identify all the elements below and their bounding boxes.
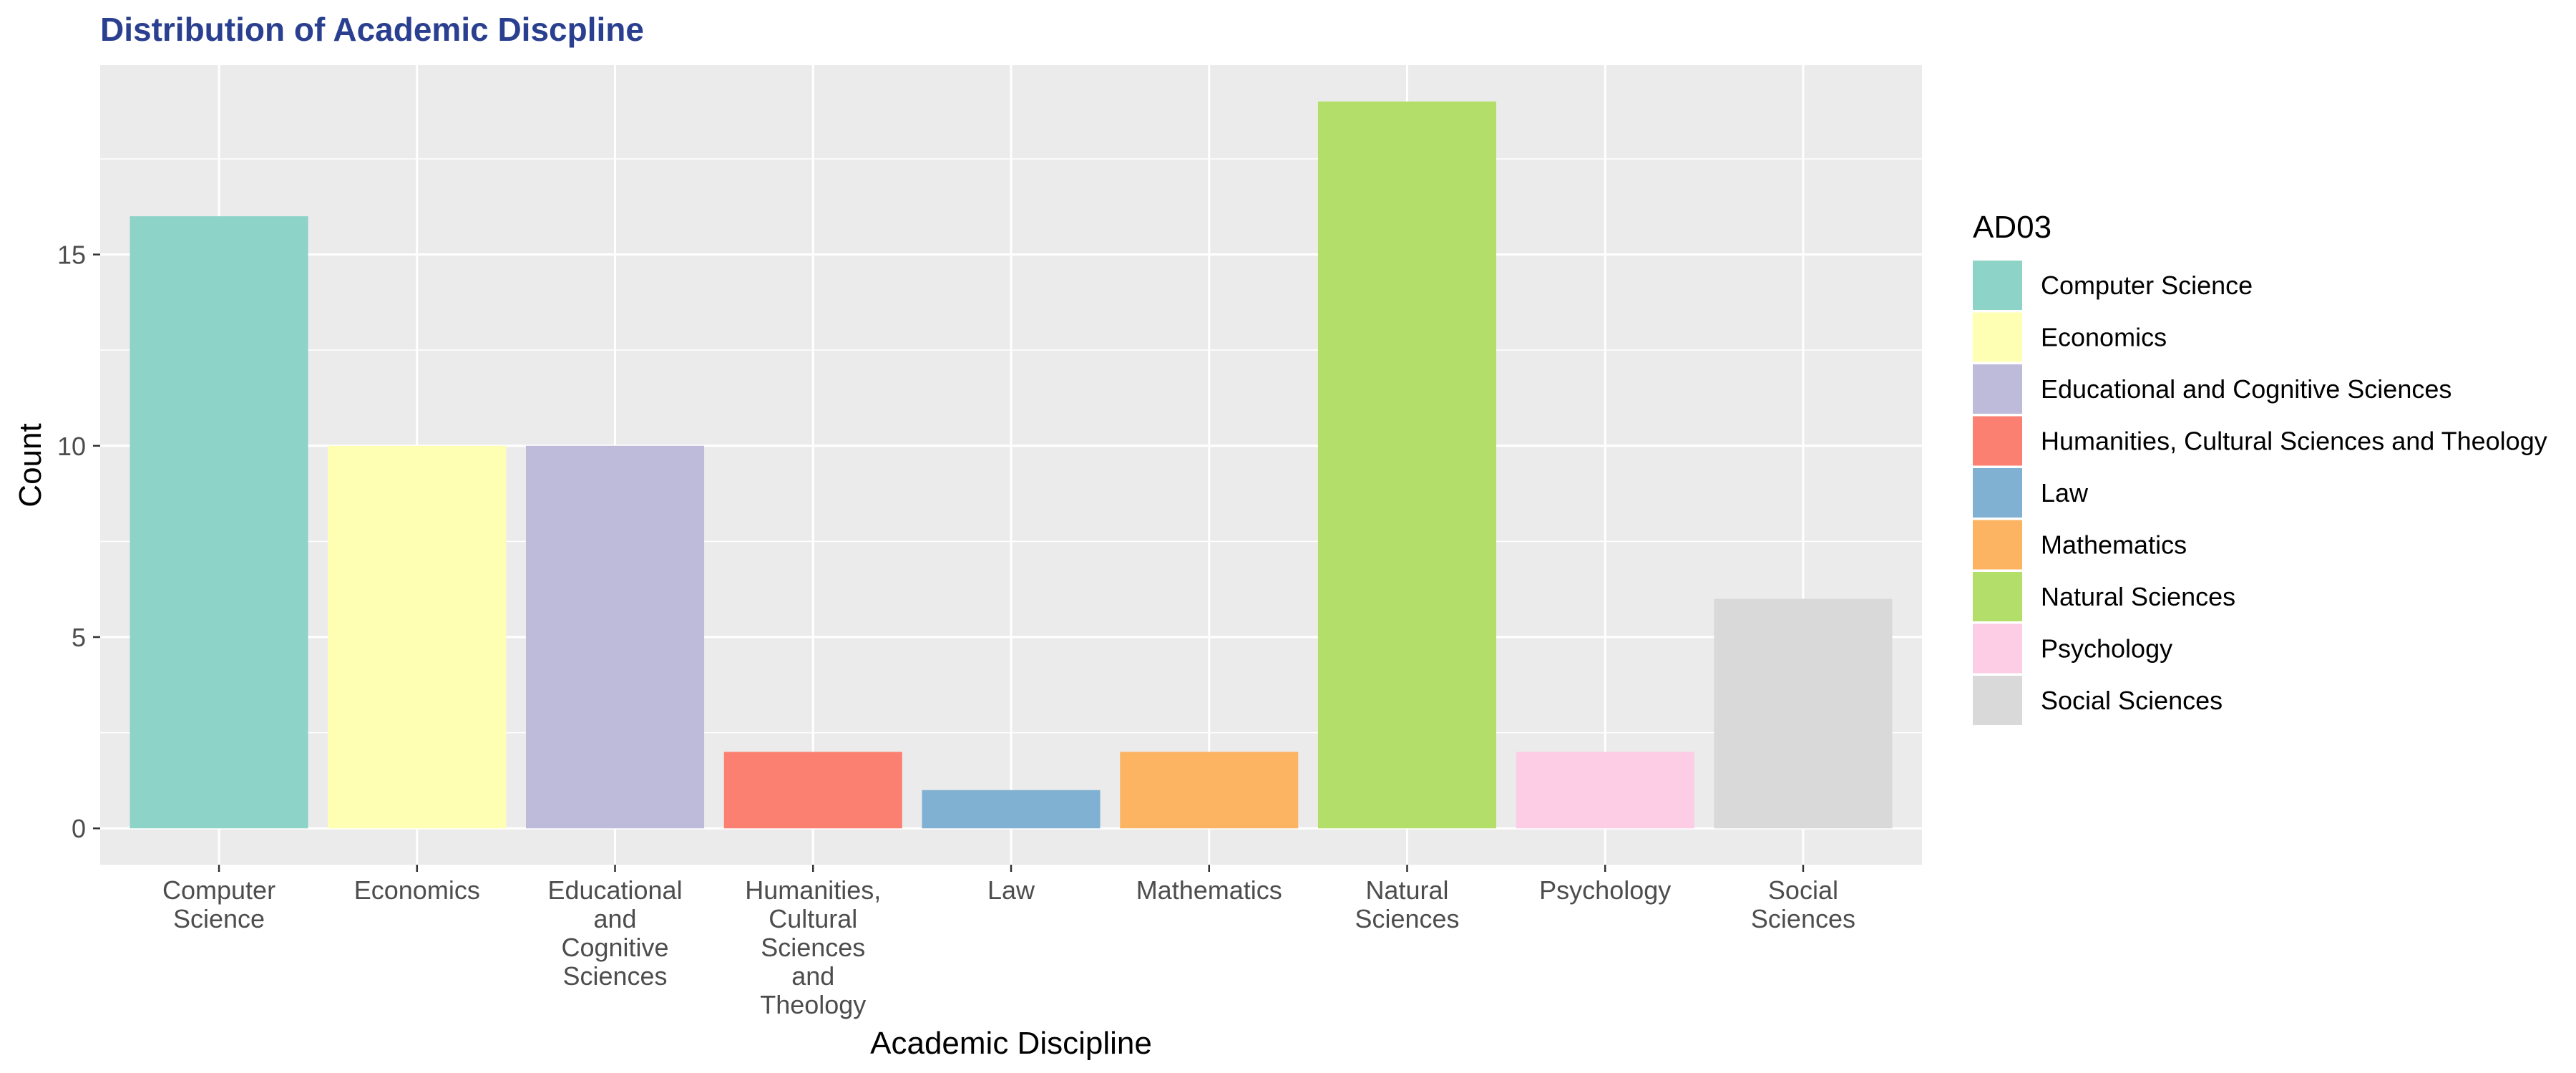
legend-swatch: [1973, 572, 2022, 621]
legend-swatch: [1973, 623, 2022, 674]
x-tick-label: Mathematics: [1136, 875, 1282, 905]
y-axis-title: Count: [13, 423, 48, 507]
legend-swatch: [1973, 312, 2022, 362]
y-tick-label: 0: [72, 814, 86, 843]
x-tick-label: Computer Science: [162, 875, 275, 933]
x-axis: Computer Science Economics Educational and Co…: [162, 865, 1855, 1019]
legend-label: Economics: [2041, 323, 2167, 352]
y-axis: 0 5 10 15: [57, 241, 100, 843]
legend-label: Computer Science: [2041, 271, 2253, 300]
bar: [1317, 101, 1497, 829]
legend-label: Humanities, Cultural Sciences and Theolo…: [2041, 427, 2547, 456]
bars: [130, 101, 1893, 829]
legend-title: AD03: [1973, 210, 2051, 245]
x-tick-label: Economics: [354, 875, 480, 905]
x-axis-title: Academic Discipline: [870, 1026, 1152, 1061]
legend: AD03 Computer Science Economics Educationa…: [1973, 210, 2547, 725]
legend-swatch: [1973, 520, 2022, 570]
y-tick-label: 15: [57, 241, 86, 270]
x-tick-label: Natural Sciences: [1355, 875, 1459, 933]
x-tick-label: Psychology: [1539, 875, 1671, 905]
bar: [922, 790, 1101, 829]
bar: [1516, 752, 1694, 829]
bar: [723, 752, 902, 829]
x-tick-label: Social Sciences: [1751, 875, 1855, 933]
legend-label: Social Sciences: [2041, 686, 2223, 715]
legend-label: Natural Sciences: [2041, 582, 2235, 611]
legend-items: Computer Science Economics Educational and…: [1973, 261, 2547, 725]
bar: [328, 445, 507, 829]
bar: [1714, 598, 1893, 829]
bar: [1120, 752, 1299, 829]
legend-swatch: [1973, 416, 2022, 466]
x-tick-label: Educational and Cognitive Sciences: [547, 875, 682, 991]
x-tick-label: Law: [987, 875, 1035, 905]
legend-label: Mathematics: [2041, 530, 2187, 560]
legend-label: Educational and Cognitive Sciences: [2041, 374, 2451, 404]
legend-swatch: [1973, 468, 2022, 518]
x-tick-label: Humanities, Cultural Sciences and Theology: [745, 875, 881, 1019]
bar: [130, 216, 308, 829]
legend-swatch: [1973, 261, 2022, 310]
bar: [525, 445, 705, 829]
legend-swatch: [1973, 676, 2022, 725]
legend-label: Law: [2041, 478, 2089, 508]
chart-title: Distribution of Academic Discpline: [100, 11, 644, 48]
legend-label: Psychology: [2041, 634, 2172, 664]
legend-swatch: [1973, 364, 2022, 414]
y-tick-label: 10: [57, 432, 86, 461]
y-tick-label: 5: [72, 623, 86, 652]
